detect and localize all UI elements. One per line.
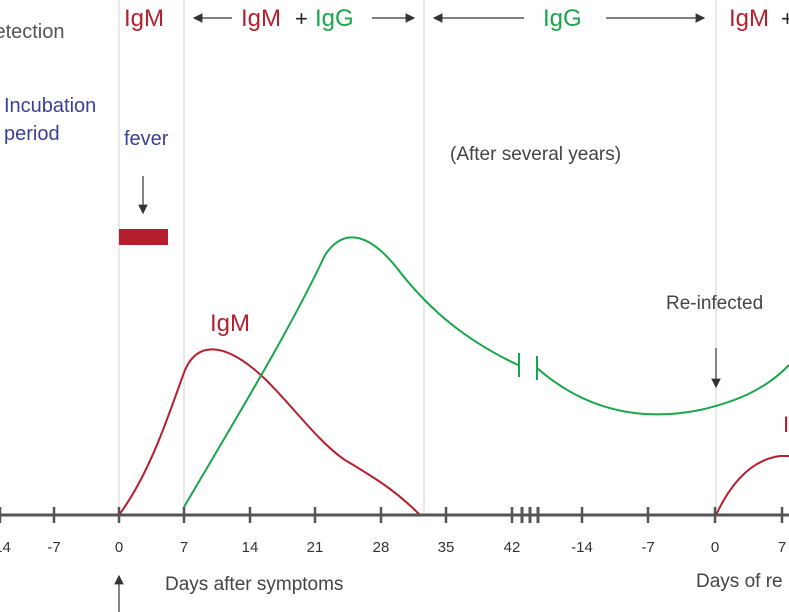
axis-tick-label: 14	[242, 539, 259, 556]
after-several-years-label: (After several years)	[450, 144, 621, 165]
axis-tick-label: 21	[307, 539, 324, 556]
incubation-label-line2: period	[4, 123, 60, 145]
igg-curve	[183, 236, 519, 508]
fever-label: fever	[124, 128, 169, 150]
detection-label: Detection	[0, 21, 65, 43]
axis-tick-label: 7	[778, 539, 786, 556]
axis-tick-label: 0	[711, 539, 719, 556]
phase-igg-label: IgG	[543, 5, 582, 32]
x-axis-label-left: Days after symptoms	[165, 574, 343, 595]
reinfected-label: Re-infected	[666, 293, 763, 314]
phase-igm-igg-igm: IgM	[241, 5, 281, 32]
phase-reinfect-igm: IgM	[729, 5, 769, 32]
igg-reinfection-curve	[536, 364, 789, 416]
axis-tick-label: -7	[641, 539, 654, 556]
axis-tick-label: 7	[180, 539, 188, 556]
x-axis-label-right: Days of re	[696, 571, 783, 592]
axis-tick-label: -14	[0, 539, 11, 556]
axis-tick-label: 35	[438, 539, 455, 556]
axis-tick-labels: -14 -7 0 7 14 21 28 35 42 -14 -7 0 7	[0, 539, 786, 556]
axis-tick-label: 28	[373, 539, 390, 556]
axis-tick-label: 0	[115, 539, 123, 556]
axis-tick-label: -14	[571, 539, 593, 556]
phase-igm-label: IgM	[124, 5, 164, 32]
igm-curve	[118, 348, 421, 516]
axis-tick-marks	[0, 507, 784, 523]
phase-igm-igg-igg: IgG	[315, 5, 354, 32]
axis-tick-label: 42	[504, 539, 521, 556]
fever-duration-bar	[119, 229, 168, 245]
igm-curve-label: IgM	[210, 310, 250, 337]
phase-reinfect-plus: +	[781, 6, 789, 31]
axis-tick-label: -7	[47, 539, 60, 556]
phase-igm-igg-plus: +	[295, 6, 308, 31]
igg-right-partial-label: I	[783, 412, 789, 437]
igm-reinfection-curve	[715, 455, 789, 516]
incubation-label-line1: Incubation	[4, 95, 96, 117]
axis-break	[520, 507, 540, 523]
